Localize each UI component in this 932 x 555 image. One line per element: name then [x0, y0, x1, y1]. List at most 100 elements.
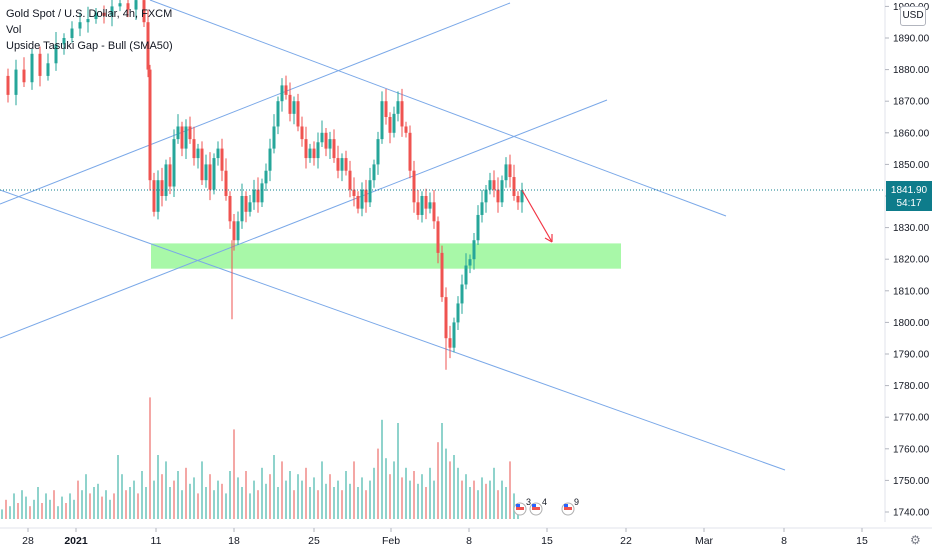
candle-body: [14, 69, 18, 95]
candle-body: [200, 148, 204, 181]
volume-bar: [181, 490, 183, 519]
candle-body: [304, 139, 308, 159]
flag-canton: [564, 504, 568, 507]
candle-body: [488, 180, 492, 190]
y-tick-label: 1760.00: [893, 444, 930, 455]
candle-body: [508, 164, 512, 178]
volume-bar: [377, 448, 379, 519]
trendline-lower-channel: [0, 189, 786, 471]
volume-bar: [505, 487, 507, 519]
candle-body: [324, 132, 328, 149]
candle-body: [396, 101, 400, 114]
candle-body: [452, 322, 456, 348]
volume-bar: [81, 490, 83, 519]
candle-body: [412, 170, 416, 203]
indicator-pattern[interactable]: Upside Tasuki Gap - Bull (SMA50): [6, 40, 173, 52]
volume-bar: [453, 455, 455, 519]
volume-bar: [25, 496, 27, 519]
x-tick-label: Mar: [695, 535, 714, 547]
volume-bar: [345, 471, 347, 519]
volume-bar: [205, 487, 207, 519]
volume-bar: [261, 467, 263, 519]
candle-body: [492, 180, 496, 190]
event-badge[interactable]: 9: [561, 497, 579, 516]
x-tick-label: 22: [620, 535, 632, 547]
candle-body: [228, 196, 232, 222]
candle-body: [220, 148, 224, 171]
volume-bar: [509, 461, 511, 519]
volume-bar: [221, 483, 223, 519]
volume-bar: [257, 490, 259, 519]
flag-stripe: [564, 507, 572, 510]
volume-bar: [97, 483, 99, 519]
volume-bar: [409, 480, 411, 519]
currency-button[interactable]: USD: [900, 6, 926, 26]
volume-bar: [421, 474, 423, 519]
volume-bar: [365, 490, 367, 519]
volume-bar: [125, 490, 127, 519]
volume-bar: [333, 487, 335, 519]
volume-bar: [469, 487, 471, 519]
volume-bar: [437, 442, 439, 519]
candle-body: [276, 101, 280, 127]
candle-body: [368, 180, 372, 203]
y-tick-label: 1850.00: [893, 160, 930, 171]
candle-body: [328, 139, 332, 149]
candle-body: [320, 132, 324, 143]
x-tick-label: 15: [541, 535, 553, 547]
volume-bar: [77, 480, 79, 519]
volume-bar: [445, 448, 447, 519]
indicator-vol[interactable]: Vol: [6, 24, 22, 36]
candle-body: [284, 85, 288, 95]
candle-body: [408, 132, 412, 171]
volume-bar: [265, 483, 267, 519]
candle-body: [448, 338, 452, 348]
gear-icon[interactable]: ⚙: [910, 533, 921, 547]
volume-bar: [177, 471, 179, 519]
candle-body: [212, 158, 216, 190]
volume-bar: [249, 493, 251, 519]
volume-bar: [21, 490, 23, 519]
candle-body: [256, 189, 260, 203]
candle-body: [332, 139, 336, 159]
y-tick-label: 1880.00: [893, 65, 930, 76]
volume-bar: [389, 474, 391, 519]
volume-bar: [285, 480, 287, 519]
volume-bar: [429, 467, 431, 519]
candle-body: [428, 202, 432, 209]
demand-zone: [151, 243, 621, 269]
volume-bar: [293, 490, 295, 519]
event-badge[interactable]: 3: [513, 497, 531, 516]
volume-bar: [225, 493, 227, 519]
volume-bar: [113, 493, 115, 519]
candle-body: [272, 126, 276, 149]
candle-body: [268, 148, 272, 171]
volume-bar: [273, 455, 275, 519]
flag-canton: [516, 504, 520, 507]
volume-bar: [69, 493, 71, 519]
candle-body: [62, 38, 66, 45]
volume-bar: [477, 490, 479, 519]
candle-body: [146, 22, 150, 70]
candle-body: [264, 170, 268, 184]
volume-bar: [197, 493, 199, 519]
chart-legend: Gold Spot / U.S. Dollar, 4h, FXCM Vol Up…: [6, 6, 173, 54]
candle-body: [420, 196, 424, 215]
y-tick-label: 1750.00: [893, 476, 930, 487]
x-tick-label: Feb: [382, 535, 400, 547]
candle-body: [78, 22, 82, 29]
trendline-rising-top: [0, 2, 511, 205]
volume-bar: [101, 496, 103, 519]
volume-bar: [309, 487, 311, 519]
volume-bar: [317, 490, 319, 519]
candle-body: [248, 202, 252, 212]
candle-body: [300, 126, 304, 140]
event-badge[interactable]: 4: [529, 497, 547, 516]
volume-bar: [481, 477, 483, 519]
volume-bar: [325, 483, 327, 519]
candle-body: [176, 126, 180, 140]
candle-body: [260, 183, 264, 203]
candle-body: [184, 126, 188, 149]
